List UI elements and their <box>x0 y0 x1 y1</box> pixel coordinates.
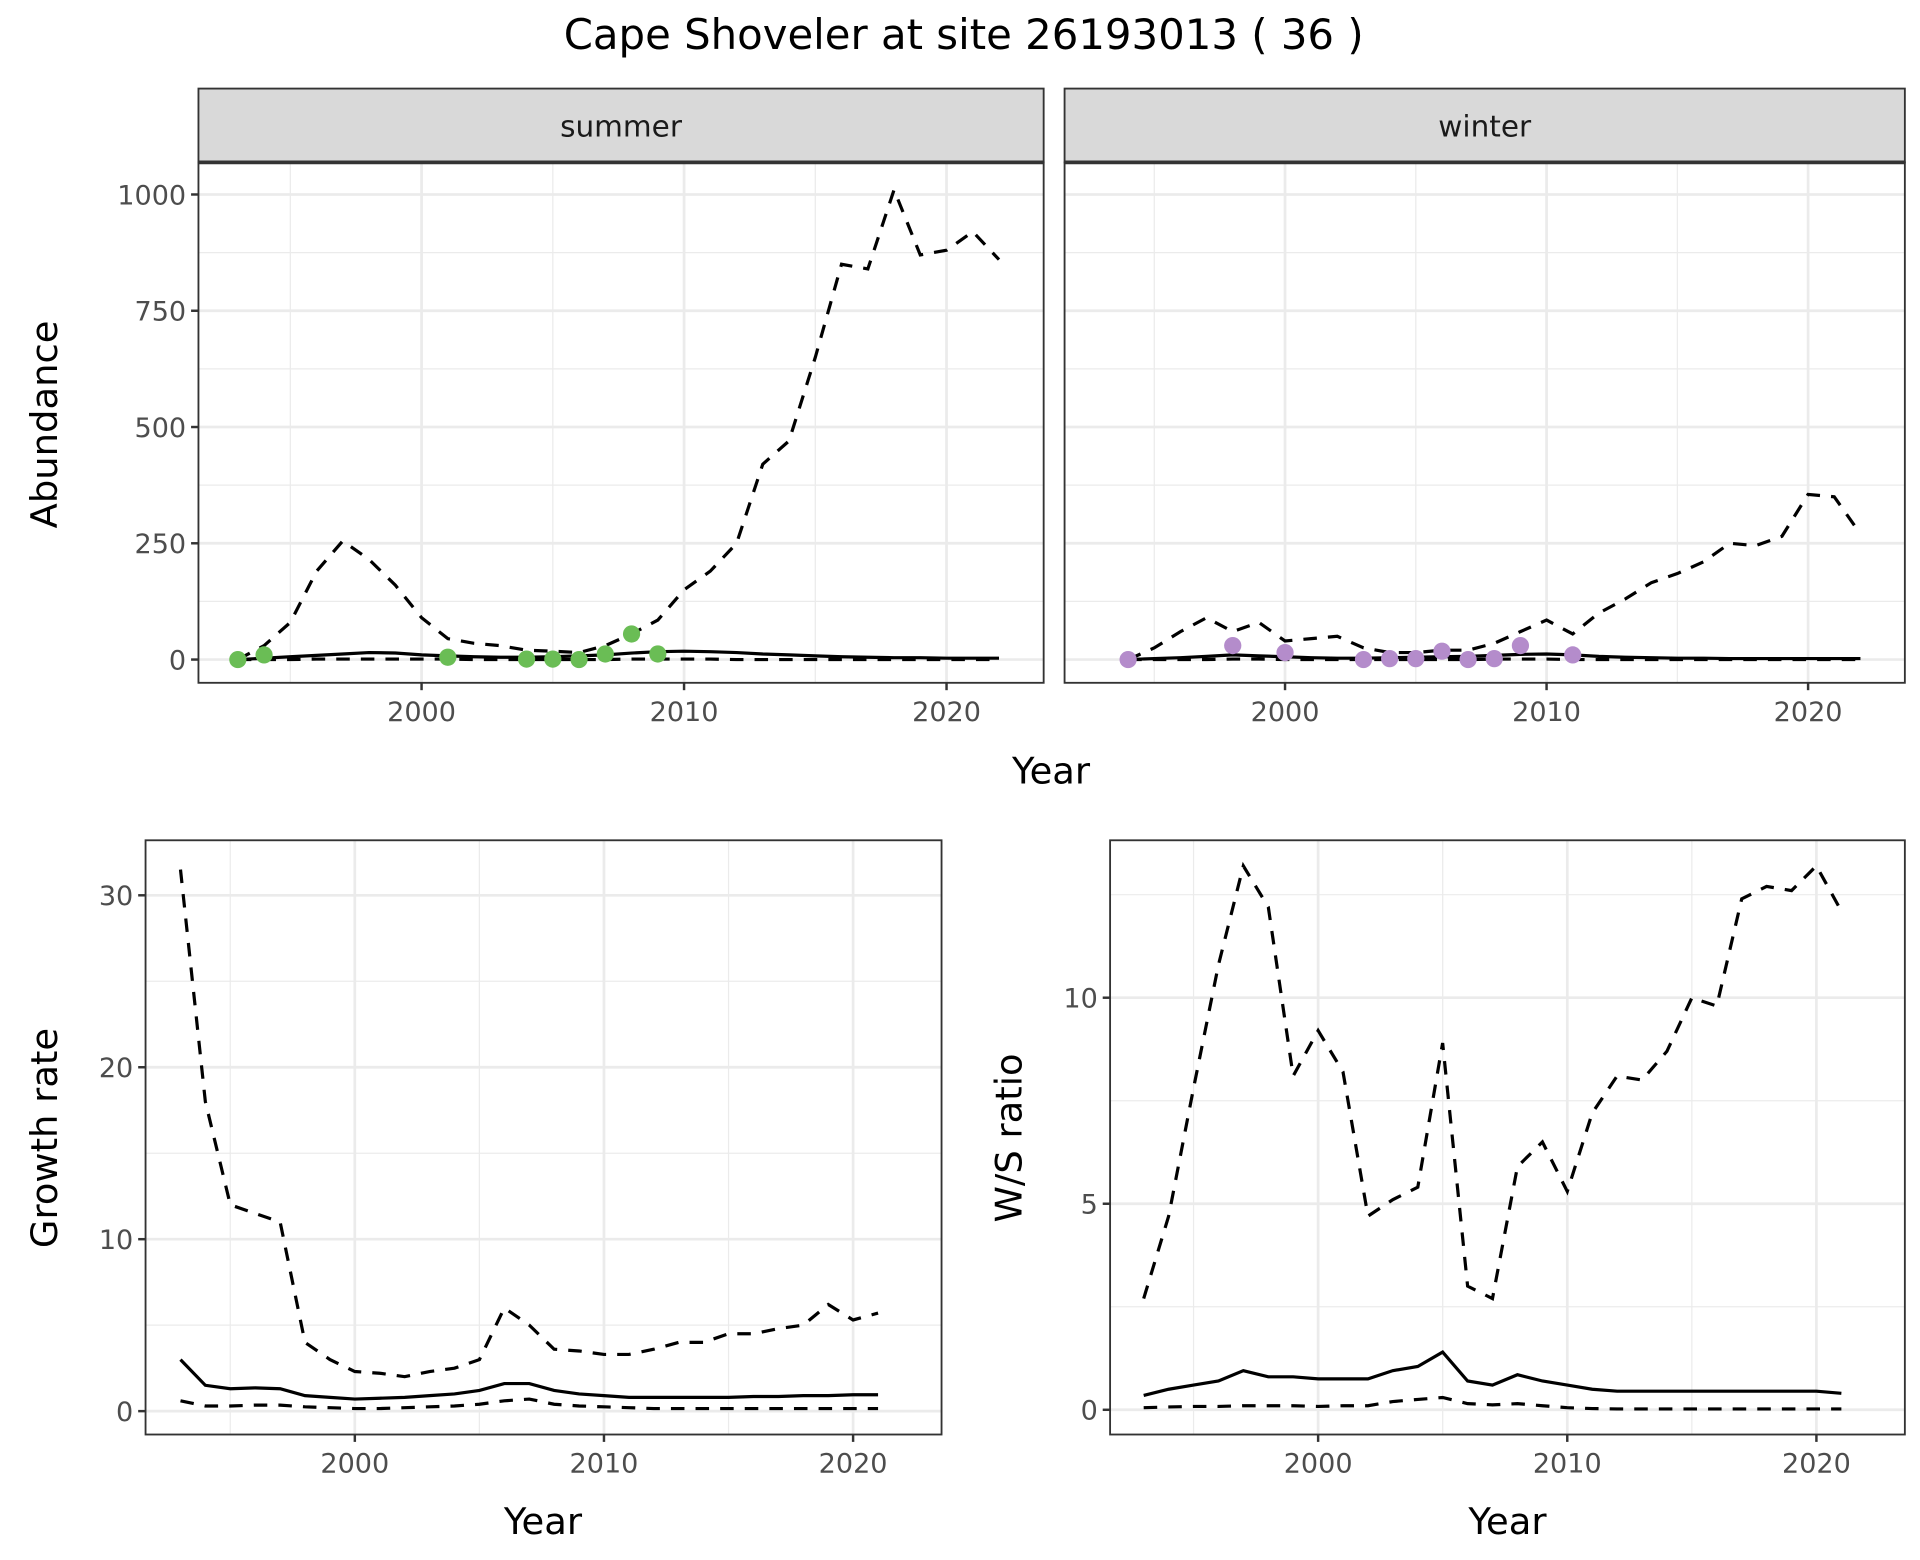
panel-growth: 2000 2010 2020 0 10 20 30 <box>99 839 943 1480</box>
series-line-upper <box>237 185 1001 661</box>
x-tick-label: 2000 <box>1251 697 1320 728</box>
y-tick-label: 500 <box>135 413 187 444</box>
y-tick-label: 250 <box>135 529 187 560</box>
growth-x-axis-title: Year <box>503 1500 583 1543</box>
x-tick-label: 2000 <box>320 1449 389 1480</box>
panel-border <box>144 839 943 1436</box>
ratio-x-axis-title: Year <box>1467 1500 1547 1543</box>
data-point <box>1119 650 1137 669</box>
data-point <box>622 625 641 643</box>
data-point <box>439 648 457 666</box>
y-tick-label: 750 <box>135 297 187 328</box>
ratio-y-axis-title: W/S ratio <box>988 1053 1031 1222</box>
x-tick-label: 2010 <box>650 697 719 728</box>
data-point <box>229 650 247 669</box>
series-line-lower <box>1143 1395 1842 1411</box>
data-point <box>1485 650 1503 668</box>
panel-winter: 2000 2010 2020 winter <box>1063 87 1906 728</box>
x-tick-label: 2020 <box>912 697 981 728</box>
y-tick-label: 10 <box>99 1225 133 1256</box>
data-point <box>1564 646 1582 664</box>
data-point <box>1276 643 1294 662</box>
series-line-upper <box>1127 492 1862 662</box>
y-tick-label: 0 <box>1081 1396 1098 1427</box>
data-point <box>544 650 562 668</box>
x-tick-label: 2010 <box>1512 697 1581 728</box>
facet-strip <box>1063 87 1906 164</box>
data-point <box>596 645 614 663</box>
x-tick-label: 2020 <box>1782 1449 1851 1480</box>
y-tick-label: 0 <box>116 1397 133 1428</box>
facet-strip-label: summer <box>560 110 683 144</box>
facet-strip-label: winter <box>1438 110 1532 144</box>
y-tick-label: 1000 <box>117 180 186 211</box>
panel-summer: 2000 2010 2020 0 250 500 750 1000 summer <box>117 87 1045 728</box>
x-tick-label: 2020 <box>819 1449 888 1480</box>
series-line-lower <box>180 1397 879 1411</box>
data-point <box>1354 650 1373 669</box>
data-point <box>649 645 667 663</box>
data-point <box>1224 636 1242 655</box>
series-line-upper <box>178 869 879 1379</box>
y-tick-label: 5 <box>1081 1190 1098 1221</box>
y-tick-label: 0 <box>169 645 186 676</box>
data-point <box>517 650 536 668</box>
plot-background <box>1110 840 1905 1435</box>
panel-border <box>1109 839 1906 1436</box>
data-point <box>255 646 273 664</box>
data-point <box>1511 636 1530 655</box>
plot-background <box>1064 162 1905 683</box>
plot-background <box>145 840 942 1435</box>
series-line-estimate <box>237 649 999 662</box>
x-tick-label: 2010 <box>570 1449 639 1480</box>
x-tick-label: 2000 <box>387 697 456 728</box>
data-point <box>1433 642 1451 660</box>
y-tick-label: 10 <box>1063 984 1097 1015</box>
panel-ratio: 2000 2010 2020 0 5 10 <box>1063 839 1906 1480</box>
x-tick-label: 2010 <box>1533 1449 1602 1480</box>
x-tick-label: 2020 <box>1774 697 1843 728</box>
data-point <box>1381 650 1399 668</box>
growth-y-axis-title: Growth rate <box>23 1028 66 1248</box>
y-tick-label: 20 <box>99 1053 133 1084</box>
series-line-upper <box>1142 861 1843 1301</box>
data-point <box>570 650 588 669</box>
abundance-y-axis-title: Abundance <box>23 321 66 529</box>
figure-title: Cape Shoveler at site 26193013 ( 36 ) <box>564 10 1364 59</box>
y-tick-label: 30 <box>99 881 133 912</box>
series-line-estimate <box>1143 1350 1842 1397</box>
series-line-estimate <box>179 1358 879 1401</box>
top-x-axis-title: Year <box>1011 750 1091 793</box>
data-point <box>1459 650 1477 669</box>
x-tick-label: 2000 <box>1284 1449 1353 1480</box>
plot-background <box>198 162 1044 683</box>
data-point <box>1407 650 1425 668</box>
